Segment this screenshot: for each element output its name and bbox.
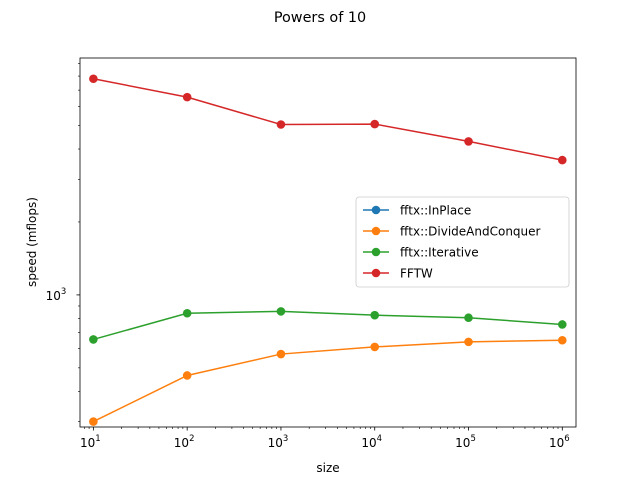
- legend-label: FFTW: [400, 267, 433, 281]
- data-point-fftx-iterative: [370, 310, 380, 320]
- data-point-fftw: [182, 92, 192, 102]
- series-fftw: [89, 74, 567, 165]
- data-point-fftx-iterative: [557, 320, 567, 329]
- legend-label: fftx::Iterative: [400, 246, 479, 260]
- data-point-fftx-divideandconquer: [89, 417, 98, 426]
- x-tick-label: 103: [268, 434, 289, 450]
- x-tick-label: 106: [549, 434, 570, 450]
- series-fftx-divideandconquer: [89, 335, 567, 426]
- data-point-fftx-divideandconquer: [464, 337, 473, 347]
- data-point-fftw: [464, 137, 473, 146]
- series-layer: [89, 74, 567, 426]
- data-point-fftw: [276, 120, 286, 129]
- series-fftx-iterative: [89, 307, 567, 344]
- legend-swatch-marker: [371, 268, 381, 278]
- x-tick-label: 105: [455, 434, 476, 450]
- y-axis-ticks: 103: [46, 287, 80, 303]
- x-axis-label: size: [316, 461, 339, 475]
- data-point-fftx-divideandconquer: [370, 342, 380, 352]
- legend-item: fftx::Iterative: [363, 246, 479, 260]
- data-point-fftw: [89, 74, 98, 84]
- legend-item: fftx::InPlace: [363, 204, 471, 218]
- series-line-fftw: [93, 78, 563, 161]
- data-point-fftx-iterative: [276, 307, 286, 316]
- data-point-fftx-divideandconquer: [276, 349, 286, 359]
- data-point-fftx-iterative: [464, 313, 473, 323]
- legend-swatch-marker: [371, 226, 381, 236]
- legend-item: FFTW: [363, 267, 433, 281]
- y-tick-label: 103: [46, 287, 67, 303]
- y-axis-label: speed (mflops): [25, 197, 39, 287]
- legend: fftx::InPlacefftx::DivideAndConquerfftx:…: [355, 196, 570, 288]
- series-line-fftx-iterative: [93, 310, 563, 341]
- legend-swatch-marker: [371, 205, 381, 215]
- legend-label: fftx::InPlace: [400, 204, 471, 218]
- x-tick-label: 101: [80, 434, 101, 450]
- legend-swatch-marker: [371, 247, 381, 257]
- x-tick-label: 104: [361, 434, 382, 450]
- data-point-fftx-iterative: [89, 335, 98, 344]
- data-point-fftw: [370, 119, 380, 129]
- x-axis-ticks: 101 102 103 104 105 106: [80, 427, 570, 450]
- data-point-fftx-iterative: [182, 308, 192, 318]
- x-tick-label: 102: [174, 434, 195, 450]
- data-point-fftw: [557, 155, 567, 165]
- chart-title: Powers of 10: [274, 10, 366, 26]
- data-point-fftx-divideandconquer: [557, 335, 567, 345]
- legend-item: fftx::DivideAndConquer: [363, 225, 541, 239]
- data-point-fftx-divideandconquer: [182, 371, 192, 380]
- series-line-fftx-divideandconquer: [93, 339, 563, 423]
- plot-frame: [79, 57, 577, 428]
- legend-label: fftx::DivideAndConquer: [400, 225, 541, 239]
- legend-box: [355, 196, 570, 288]
